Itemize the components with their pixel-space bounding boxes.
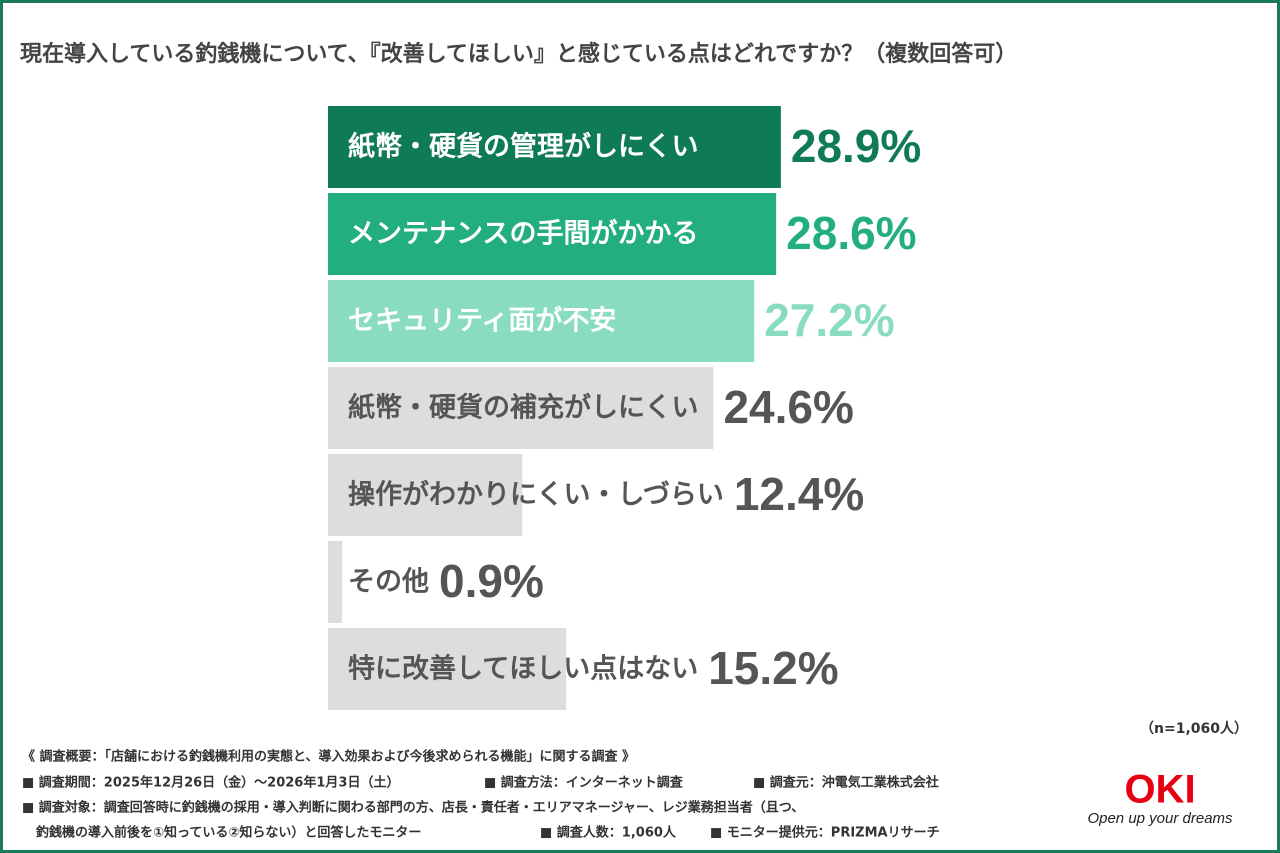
logo-tagline: Open up your dreams (1087, 810, 1233, 827)
bar (328, 367, 714, 449)
category-label: 特に改善してほしい点はない (348, 653, 698, 685)
category-label: 操作がわかりにくい・しづらい (348, 479, 724, 511)
footer-text: ■ 調査人数：1,060人 (540, 825, 677, 841)
bar (328, 193, 777, 275)
bar (328, 106, 781, 188)
footer-text: ■ 調査対象：調査回答時に釣銭機の採用・導入判断に関わる部門の方、店長・責任者・… (22, 800, 804, 816)
category-label: メンテナンスの手間がかかる (348, 218, 698, 250)
value-label: 28.9% (791, 120, 921, 172)
footer-text: ■ 調査期間：2025年12月26日（金）～2026年1月3日（土） (22, 775, 399, 791)
category-label: セキュリティ面が不安 (348, 305, 616, 337)
value-label: 0.9% (439, 555, 544, 607)
footer-text: ■ 調査元：沖電気工業株式会社 (753, 775, 939, 791)
value-label: 12.4% (734, 468, 864, 520)
footer-text: 《 調査概要：「店舗における釣銭機利用の実態と、導入効果および今後求められる機能… (22, 749, 635, 765)
chart-title: 現在導入している釣銭機について、『改善してほしい』と感じている点はどれですか？（… (20, 41, 1017, 67)
footer-text: ■ モニター提供元：PRIZMAリサーチ (710, 825, 940, 841)
value-label: 27.2% (764, 294, 894, 346)
category-label: 紙幣・硬貨の補充がしにくい (348, 392, 698, 424)
bar (328, 454, 523, 536)
category-label: 紙幣・硬貨の管理がしにくい (348, 131, 698, 163)
value-label: 15.2% (708, 642, 838, 694)
value-label: 28.6% (786, 207, 916, 259)
logo: OKI (1124, 768, 1195, 812)
bar (328, 541, 343, 623)
category-label: その他 (348, 567, 429, 598)
bar (328, 628, 567, 710)
bar (328, 280, 755, 362)
value-label: 24.6% (723, 381, 853, 433)
footer-text: 釣銭機の導入前後を①知っている②知らない）と回答したモニター (36, 825, 421, 841)
note: （n=1,060人） (1140, 720, 1248, 737)
footer-text: ■ 調査方法：インターネット調査 (484, 775, 684, 791)
